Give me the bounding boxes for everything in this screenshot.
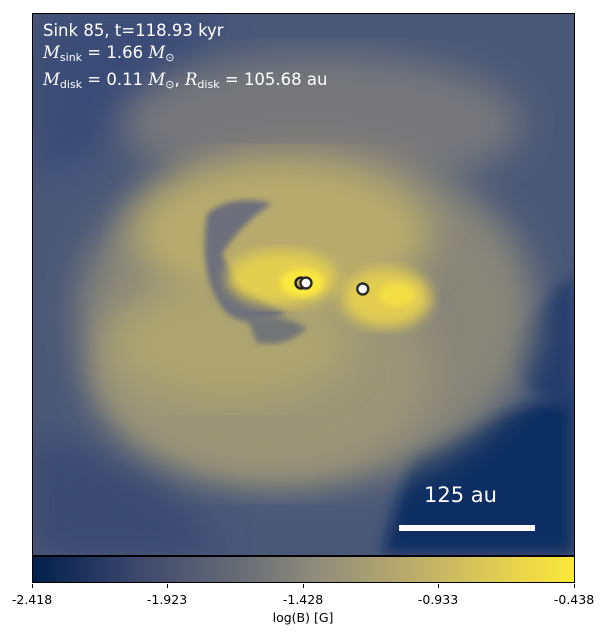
colorbar-tick-label: -2.418 <box>11 592 53 607</box>
colorbar-tick-label: -1.428 <box>282 592 324 607</box>
colorbar-tick <box>303 584 304 588</box>
colorbar-tick-label: -0.438 <box>553 592 595 607</box>
scale-bar <box>399 525 535 531</box>
colorbar-tick <box>574 584 575 588</box>
disk-line: Mdisk = 0.11 M⊙, Rdisk = 105.68 au <box>43 70 328 91</box>
sink-info-annotation: Sink 85, t=118.93 kyr Msink = 1.66 M⊙ Md… <box>43 20 327 96</box>
colorbar <box>32 556 575 583</box>
colorbar-tick <box>438 584 439 588</box>
scale-bar-label: 125 au <box>424 483 497 507</box>
sink-title: Sink 85, t=118.93 kyr <box>43 21 224 40</box>
colorbar-label: log(B) [G] <box>272 610 334 625</box>
colorbar-tick-label: -1.923 <box>146 592 188 607</box>
sink-mass-line: Msink = 1.66 M⊙ <box>43 43 175 64</box>
magnetic-field-map <box>32 13 575 556</box>
sink-b <box>299 276 313 290</box>
colorbar-tick <box>167 584 168 588</box>
colorbar-tick <box>32 584 33 588</box>
field-image <box>33 14 574 555</box>
colorbar-tick-label: -0.933 <box>417 592 459 607</box>
sink-c <box>356 282 370 296</box>
